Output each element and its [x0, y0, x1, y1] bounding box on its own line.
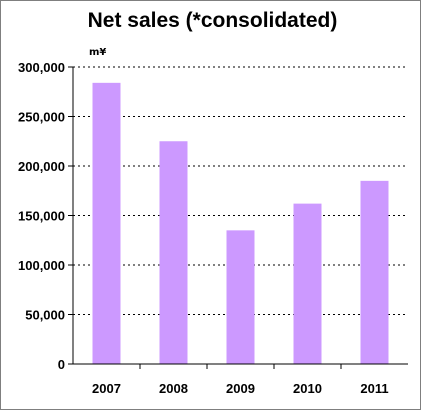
bar	[159, 141, 188, 364]
x-tick-label: 2009	[226, 381, 255, 396]
x-tick-label: 2008	[159, 381, 188, 396]
bars	[92, 82, 389, 364]
x-tick-label: 2011	[360, 381, 388, 396]
x-tick-label: 2007	[92, 381, 121, 396]
y-tick-label: 50,000	[25, 308, 65, 323]
bar	[293, 203, 322, 364]
x-tick-labels: 2007 2008 2009 2010 2011	[92, 381, 389, 396]
y-tick-label: 0	[58, 357, 65, 372]
y-tick-label: 150,000	[18, 209, 65, 224]
y-tick-labels: 0 50,000 100,000 150,000 200,000 250,000 300,0…	[18, 60, 65, 372]
x-tick-label: 2010	[293, 381, 322, 396]
unit-label: m¥	[89, 47, 107, 58]
y-tick-label: 300,000	[18, 60, 65, 75]
bar	[360, 180, 389, 364]
axes	[68, 66, 408, 369]
y-tick-label: 200,000	[18, 159, 65, 174]
chart-title: Net sales (*consolidated)	[87, 9, 338, 32]
y-tick-label: 100,000	[18, 258, 65, 273]
bar	[226, 230, 255, 364]
bar	[92, 82, 121, 364]
y-tick-label: 250,000	[18, 110, 65, 125]
gridlines	[73, 66, 408, 315]
